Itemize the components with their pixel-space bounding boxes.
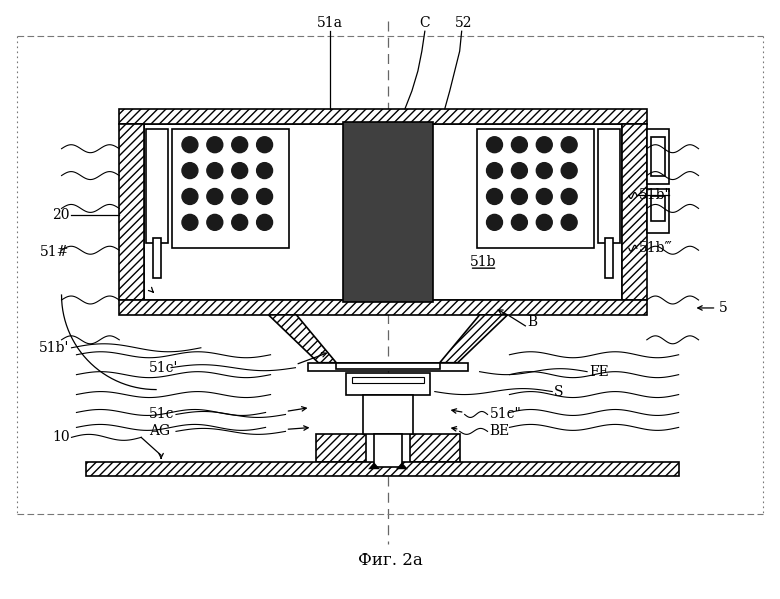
- Circle shape: [207, 214, 223, 231]
- Text: 52: 52: [455, 16, 472, 31]
- Bar: [346, 373, 430, 395]
- Circle shape: [512, 137, 527, 153]
- Bar: [87, 462, 679, 476]
- Circle shape: [537, 163, 552, 179]
- Circle shape: [257, 163, 272, 179]
- Bar: [363, 395, 413, 434]
- Text: 51b: 51b: [470, 255, 496, 269]
- Circle shape: [487, 137, 502, 153]
- Circle shape: [537, 137, 552, 153]
- Bar: [651, 137, 665, 176]
- Text: 20: 20: [52, 208, 69, 222]
- Circle shape: [561, 163, 577, 179]
- Text: FE: FE: [589, 365, 609, 379]
- Bar: [622, 124, 647, 300]
- Bar: [172, 129, 289, 248]
- Circle shape: [182, 214, 198, 231]
- Circle shape: [512, 214, 527, 231]
- Bar: [153, 238, 161, 278]
- Circle shape: [487, 189, 502, 204]
- Circle shape: [537, 214, 552, 231]
- Circle shape: [512, 163, 527, 179]
- Bar: [477, 129, 594, 248]
- Bar: [146, 129, 168, 243]
- Circle shape: [561, 214, 577, 231]
- Polygon shape: [440, 315, 508, 363]
- Bar: [119, 300, 647, 315]
- Text: B: B: [527, 315, 537, 329]
- Text: C: C: [420, 16, 430, 31]
- Bar: [317, 434, 366, 462]
- Text: 51b": 51b": [639, 189, 672, 202]
- Circle shape: [182, 189, 198, 204]
- Circle shape: [561, 137, 577, 153]
- Circle shape: [182, 137, 198, 153]
- Circle shape: [257, 214, 272, 231]
- Circle shape: [182, 163, 198, 179]
- Bar: [119, 109, 647, 124]
- Polygon shape: [396, 462, 408, 469]
- Text: AG: AG: [149, 424, 170, 438]
- Circle shape: [232, 163, 248, 179]
- Bar: [336, 363, 440, 368]
- Text: 51b‴: 51b‴: [639, 241, 672, 255]
- Circle shape: [207, 189, 223, 204]
- Bar: [647, 129, 668, 183]
- Circle shape: [537, 189, 552, 204]
- Circle shape: [512, 189, 527, 204]
- Bar: [308, 363, 468, 371]
- Bar: [374, 434, 402, 467]
- Text: 51c": 51c": [490, 407, 521, 422]
- Bar: [647, 189, 668, 233]
- Circle shape: [257, 137, 272, 153]
- Circle shape: [232, 214, 248, 231]
- Circle shape: [487, 214, 502, 231]
- Polygon shape: [368, 462, 380, 469]
- Text: Фиг. 2а: Фиг. 2а: [357, 552, 423, 569]
- Text: 51b': 51b': [39, 341, 69, 355]
- Circle shape: [487, 163, 502, 179]
- Circle shape: [232, 189, 248, 204]
- Text: 5: 5: [718, 301, 727, 315]
- Text: BE: BE: [490, 424, 510, 438]
- Bar: [605, 238, 613, 278]
- Bar: [598, 129, 620, 243]
- Bar: [651, 196, 665, 222]
- Text: 10: 10: [51, 430, 69, 444]
- Text: 51c': 51c': [149, 361, 179, 375]
- Circle shape: [232, 137, 248, 153]
- Bar: [353, 377, 424, 383]
- Bar: [144, 124, 622, 300]
- Circle shape: [207, 137, 223, 153]
- Text: 51a: 51a: [317, 16, 343, 31]
- Bar: [119, 124, 144, 300]
- Polygon shape: [268, 315, 336, 363]
- Circle shape: [207, 163, 223, 179]
- Text: S: S: [555, 385, 564, 398]
- Bar: [410, 434, 459, 462]
- Circle shape: [257, 189, 272, 204]
- Text: 51c: 51c: [149, 407, 175, 422]
- Bar: [343, 122, 433, 302]
- Text: 51#: 51#: [40, 245, 69, 259]
- Circle shape: [561, 189, 577, 204]
